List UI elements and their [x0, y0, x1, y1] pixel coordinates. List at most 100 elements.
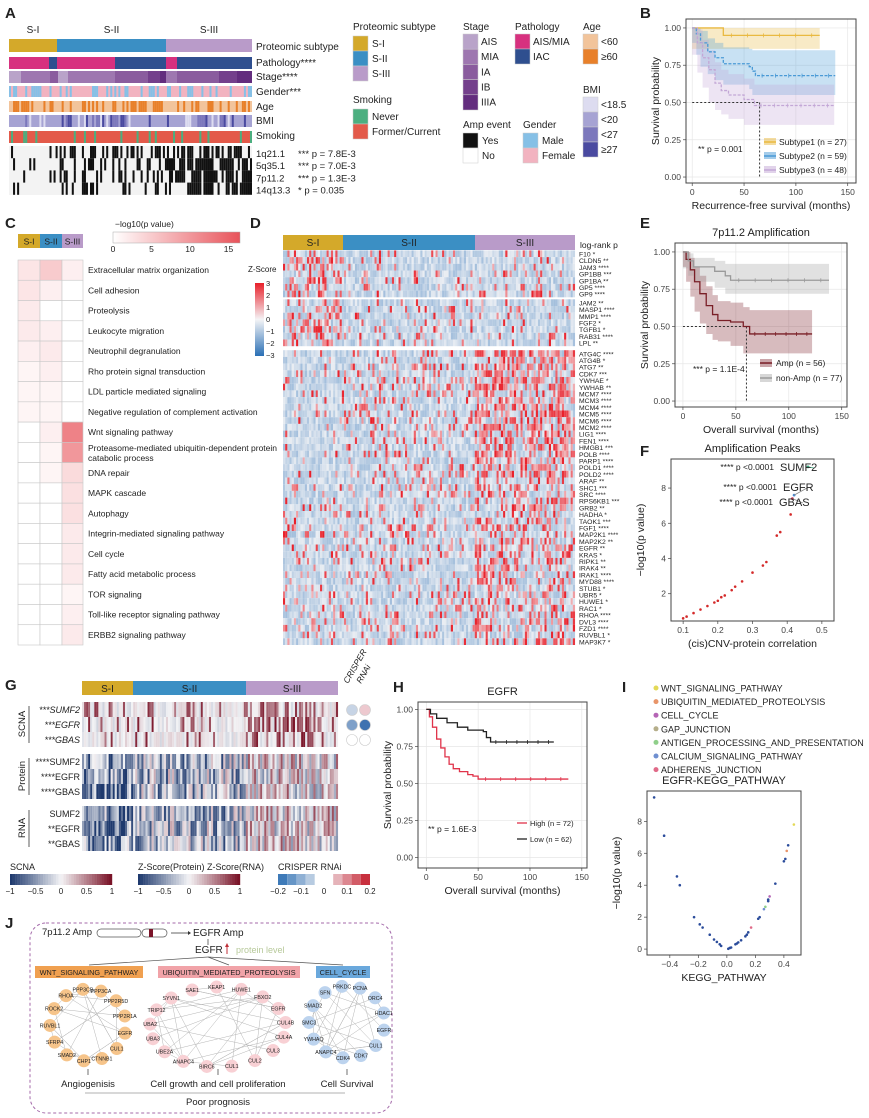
heatmap-cell — [494, 283, 497, 291]
heatmap-cell — [330, 356, 334, 364]
heatmap-cell — [330, 430, 334, 438]
heatmap-cell — [513, 417, 517, 424]
heatmap-cell — [348, 312, 351, 320]
heatmap-cell — [300, 312, 303, 320]
heatmap-cell — [374, 370, 377, 377]
heatmap-cell — [509, 437, 512, 444]
heatmap-cell — [424, 263, 427, 271]
heatmap-cell — [350, 263, 353, 271]
heatmap-cell — [463, 403, 467, 411]
heatmap-cell — [333, 417, 336, 424]
heatmap-cell — [446, 390, 449, 398]
heatmap-cell — [415, 464, 419, 471]
heatmap-cell — [285, 470, 288, 478]
heatmap-cell — [476, 457, 480, 465]
heatmap-cell — [346, 250, 349, 258]
heatmap-cell — [527, 363, 530, 371]
heatmap-cell — [357, 270, 360, 278]
heatmap-cell — [431, 332, 434, 340]
heatmap-cell — [468, 417, 471, 424]
heatmap-cell — [503, 397, 506, 404]
heatmap-cell — [337, 290, 340, 298]
heatmap-cell — [402, 306, 406, 313]
heatmap-cell — [387, 350, 390, 357]
heatmap-cell — [472, 377, 475, 384]
heatmap-cell — [500, 450, 504, 458]
heatmap-cell — [350, 464, 353, 471]
heatmap-cell — [293, 263, 297, 271]
amp-event-cell — [92, 146, 95, 159]
heatmap-cell — [313, 423, 316, 431]
heatmap-cell — [564, 390, 567, 398]
heatmap-cell — [370, 257, 373, 264]
pathway-term: Proteolysis — [88, 306, 130, 316]
heatmap-cell — [333, 326, 336, 333]
heatmap-cell — [431, 417, 434, 424]
heatmap-cell — [511, 339, 515, 347]
heatmap-cell — [370, 370, 373, 377]
heatmap-cell — [287, 423, 290, 431]
heatmap-cell — [372, 403, 375, 411]
heatmap-cell — [357, 470, 360, 478]
heatmap-cell — [537, 363, 541, 371]
heatmap-cell — [474, 430, 477, 438]
heatmap-cell — [455, 370, 458, 377]
heatmap-cell — [474, 263, 477, 271]
heatmap-cell — [405, 257, 408, 264]
heatmap-cell — [468, 383, 471, 391]
heatmap-cell — [357, 339, 360, 347]
heatmap-cell — [289, 397, 292, 404]
heatmap-cell — [394, 370, 397, 377]
subtype-label: S-II — [401, 238, 417, 249]
heatmap-cell — [542, 450, 545, 458]
heatmap-cell — [548, 403, 552, 411]
heatmap-cell — [407, 356, 410, 364]
heatmap-cell — [322, 437, 325, 444]
heatmap-cell — [405, 319, 408, 327]
amp-event-cell — [223, 158, 226, 171]
heatmap-cell — [548, 339, 552, 347]
heatmap-cell — [306, 283, 310, 291]
x-tick-label: 0 — [690, 187, 695, 197]
y-axis-title: Survival probability — [650, 56, 662, 145]
heatmap-cell — [339, 350, 342, 357]
heatmap-cell — [498, 444, 501, 451]
heatmap-cell — [513, 356, 517, 364]
heatmap-cell — [431, 312, 434, 320]
heatmap-cell — [385, 403, 388, 411]
heatmap-cell — [570, 444, 573, 451]
heatmap-cell — [509, 410, 512, 418]
heatmap-cell — [527, 457, 530, 465]
heatmap-cell — [520, 450, 523, 458]
heatmap-cell — [426, 250, 430, 258]
heatmap-cell — [398, 332, 401, 340]
heatmap-cell — [383, 444, 386, 451]
heatmap-cell — [457, 390, 460, 398]
heatmap-cell — [365, 397, 369, 404]
heatmap-cell — [389, 470, 393, 478]
heatmap-cell — [472, 290, 475, 298]
heatmap-cell — [450, 390, 454, 398]
heatmap-cell — [383, 319, 386, 327]
legend-item-label: IIIA — [481, 98, 496, 109]
heatmap-cell — [413, 383, 416, 391]
heatmap-cell — [398, 250, 401, 258]
heatmap-cell — [459, 326, 462, 333]
heatmap-cell — [537, 403, 541, 411]
heatmap-cell — [437, 377, 440, 384]
heatmap-cell — [311, 430, 314, 438]
heatmap-cell — [309, 326, 312, 333]
heatmap-cell — [529, 464, 532, 471]
heatmap-cell — [531, 277, 534, 284]
heatmap-cell — [533, 290, 536, 298]
heatmap-cell — [564, 350, 567, 357]
heatmap-cell — [293, 423, 297, 431]
heatmap-cell — [398, 263, 401, 271]
heatmap-cell — [546, 417, 549, 424]
heatmap-cell — [437, 410, 440, 418]
heatmap-cell — [433, 270, 436, 278]
heatmap-cell — [557, 290, 560, 298]
heatmap-cell — [300, 306, 303, 313]
heatmap-cell — [315, 383, 318, 391]
heatmap-cell — [424, 312, 427, 320]
